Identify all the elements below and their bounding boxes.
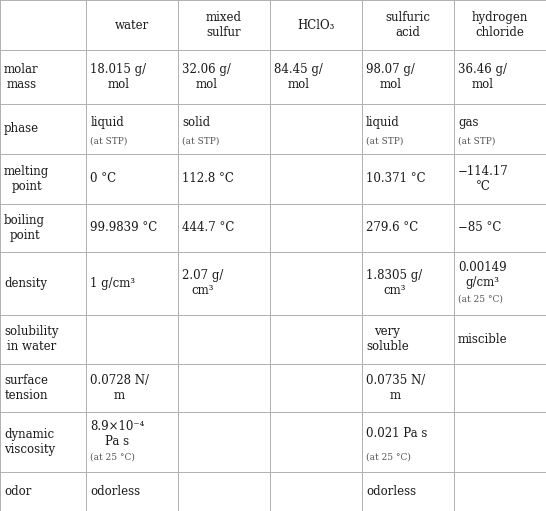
Text: miscible: miscible bbox=[458, 333, 508, 346]
Text: hydrogen
chloride: hydrogen chloride bbox=[472, 11, 528, 39]
Text: 8.9×10⁻⁴
Pa s: 8.9×10⁻⁴ Pa s bbox=[90, 420, 145, 448]
Text: 32.06 g/
mol: 32.06 g/ mol bbox=[182, 63, 231, 91]
Text: liquid: liquid bbox=[366, 115, 400, 129]
Text: odorless: odorless bbox=[90, 485, 140, 498]
Text: liquid: liquid bbox=[90, 115, 124, 129]
Text: 98.07 g/
mol: 98.07 g/ mol bbox=[366, 63, 415, 91]
Text: melting
point: melting point bbox=[4, 165, 49, 193]
Text: 0.00149
g/cm³: 0.00149 g/cm³ bbox=[458, 261, 507, 289]
Text: (at STP): (at STP) bbox=[366, 137, 403, 146]
Text: HClO₃: HClO₃ bbox=[298, 18, 335, 32]
Text: dynamic
viscosity: dynamic viscosity bbox=[4, 428, 55, 456]
Text: gas: gas bbox=[458, 115, 478, 129]
Text: (at 25 °C): (at 25 °C) bbox=[458, 294, 503, 304]
Text: 84.45 g/
mol: 84.45 g/ mol bbox=[274, 63, 323, 91]
Text: phase: phase bbox=[4, 122, 39, 135]
Text: boiling
point: boiling point bbox=[4, 214, 45, 242]
Text: solid: solid bbox=[182, 115, 210, 129]
Text: very
soluble: very soluble bbox=[366, 325, 409, 353]
Text: odorless: odorless bbox=[366, 485, 416, 498]
Text: 18.015 g/
mol: 18.015 g/ mol bbox=[90, 63, 146, 91]
Text: 36.46 g/
mol: 36.46 g/ mol bbox=[458, 63, 507, 91]
Text: 2.07 g/
cm³: 2.07 g/ cm³ bbox=[182, 269, 223, 297]
Text: −114.17
°C: −114.17 °C bbox=[458, 165, 509, 193]
Text: (at STP): (at STP) bbox=[182, 137, 219, 146]
Text: mixed
sulfur: mixed sulfur bbox=[206, 11, 242, 39]
Text: (at 25 °C): (at 25 °C) bbox=[366, 452, 411, 461]
Text: (at STP): (at STP) bbox=[90, 137, 128, 146]
Text: 112.8 °C: 112.8 °C bbox=[182, 172, 234, 185]
Text: 0.021 Pa s: 0.021 Pa s bbox=[366, 427, 428, 440]
Text: (at STP): (at STP) bbox=[458, 137, 495, 146]
Text: 1.8305 g/
cm³: 1.8305 g/ cm³ bbox=[366, 269, 422, 297]
Text: surface
tension: surface tension bbox=[4, 374, 48, 402]
Text: molar
mass: molar mass bbox=[4, 63, 39, 91]
Text: 1 g/cm³: 1 g/cm³ bbox=[90, 277, 135, 290]
Text: 279.6 °C: 279.6 °C bbox=[366, 221, 418, 235]
Text: 99.9839 °C: 99.9839 °C bbox=[90, 221, 157, 235]
Text: sulfuric
acid: sulfuric acid bbox=[385, 11, 431, 39]
Text: water: water bbox=[115, 18, 149, 32]
Text: density: density bbox=[4, 277, 47, 290]
Text: 10.371 °C: 10.371 °C bbox=[366, 172, 426, 185]
Text: 444.7 °C: 444.7 °C bbox=[182, 221, 234, 235]
Text: (at 25 °C): (at 25 °C) bbox=[90, 452, 135, 461]
Text: 0.0728 N/
m: 0.0728 N/ m bbox=[90, 374, 149, 402]
Text: solubility
in water: solubility in water bbox=[4, 325, 58, 353]
Text: 0.0735 N/
m: 0.0735 N/ m bbox=[366, 374, 425, 402]
Text: −85 °C: −85 °C bbox=[458, 221, 501, 235]
Text: 0 °C: 0 °C bbox=[90, 172, 116, 185]
Text: odor: odor bbox=[4, 485, 31, 498]
